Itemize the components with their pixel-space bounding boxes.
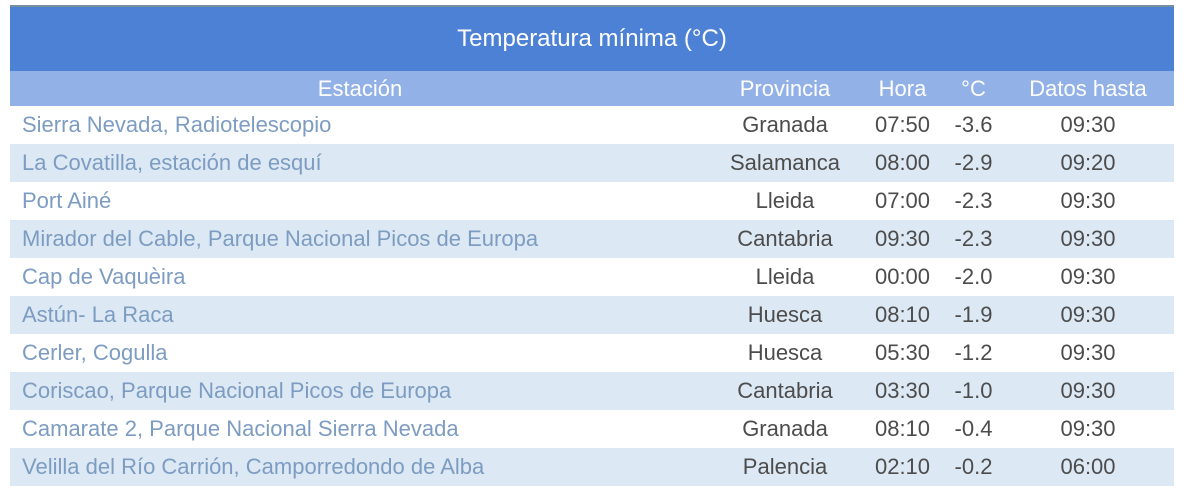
table-row: Port Ainé Lleida 07:00 -2.3 09:30	[10, 182, 1174, 220]
provincia-cell: Granada	[742, 112, 828, 137]
temp-cell: -1.9	[954, 302, 993, 327]
table-row: Velilla del Río Carrión, Camporredondo d…	[10, 448, 1174, 486]
provincia-cell: Huesca	[747, 340, 823, 365]
table-row: Sierra Nevada, Radiotelescopio Granada 0…	[10, 106, 1174, 144]
hora-cell: 09:30	[874, 226, 931, 251]
temp-cell: -0.4	[954, 416, 993, 441]
column-header-datos-hasta: Datos hasta	[1029, 75, 1147, 101]
hora-cell: 07:50	[874, 112, 931, 137]
station-link[interactable]: Mirador del Cable, Parque Nacional Picos…	[22, 226, 539, 251]
datos-hasta-cell: 09:30	[1060, 226, 1116, 251]
provincia-cell: Cantabria	[737, 226, 833, 251]
table-row: La Covatilla, estación de esquí Salamanc…	[10, 144, 1174, 182]
provincia-cell: Salamanca	[729, 150, 841, 175]
hora-cell: 08:00	[874, 150, 931, 175]
provincia-cell: Lleida	[755, 264, 815, 289]
datos-hasta-cell: 06:00	[1060, 454, 1116, 479]
column-header-estacion: Estación	[317, 75, 403, 101]
table-row: Coriscao, Parque Nacional Picos de Europ…	[10, 372, 1174, 410]
station-link[interactable]: Astún- La Raca	[22, 302, 174, 327]
table-title: Temperatura mínima (°C)	[10, 5, 1174, 71]
hora-cell: 03:30	[874, 378, 931, 403]
datos-hasta-cell: 09:30	[1060, 112, 1116, 137]
datos-hasta-cell: 09:30	[1060, 302, 1116, 327]
provincia-cell: Cantabria	[737, 378, 833, 403]
table-row: Cerler, Cogulla Huesca 05:30 -1.2 09:30	[10, 334, 1174, 372]
table-row: Astún- La Raca Huesca 08:10 -1.9 09:30	[10, 296, 1174, 334]
provincia-cell: Huesca	[747, 302, 823, 327]
station-link[interactable]: Camarate 2, Parque Nacional Sierra Nevad…	[22, 416, 459, 441]
hora-cell: 02:10	[874, 454, 931, 479]
provincia-cell: Granada	[742, 416, 828, 441]
hora-cell: 00:00	[874, 264, 931, 289]
table-row: Camarate 2, Parque Nacional Sierra Nevad…	[10, 410, 1174, 448]
temp-cell: -1.0	[954, 378, 993, 403]
hora-cell: 08:10	[874, 302, 931, 327]
table-row: Mirador del Cable, Parque Nacional Picos…	[10, 220, 1174, 258]
station-link[interactable]: Velilla del Río Carrión, Camporredondo d…	[22, 454, 485, 479]
temp-cell: -1.2	[954, 340, 993, 365]
temp-cell: -2.3	[954, 188, 993, 213]
station-link[interactable]: Cap de Vaquèira	[22, 264, 186, 289]
station-link[interactable]: Port Ainé	[22, 188, 112, 213]
station-link[interactable]: Cerler, Cogulla	[22, 340, 168, 365]
station-link[interactable]: La Covatilla, estación de esquí	[22, 150, 322, 175]
column-header-provincia: Provincia	[739, 75, 831, 101]
datos-hasta-cell: 09:30	[1060, 416, 1116, 441]
station-link[interactable]: Sierra Nevada, Radiotelescopio	[22, 112, 332, 137]
min-temperature-table: Temperatura mínima (°C) Estación Provinc…	[10, 5, 1174, 486]
table-row: Cap de Vaquèira Lleida 00:00 -2.0 09:30	[10, 258, 1174, 296]
datos-hasta-cell: 09:30	[1060, 264, 1116, 289]
hora-cell: 08:10	[874, 416, 931, 441]
temp-cell: -2.3	[954, 226, 993, 251]
temp-cell: -2.9	[954, 150, 993, 175]
temp-cell: -2.0	[954, 264, 993, 289]
datos-hasta-cell: 09:20	[1060, 150, 1116, 175]
temp-cell: -3.6	[954, 112, 993, 137]
hora-cell: 07:00	[874, 188, 931, 213]
column-header-hora: Hora	[878, 75, 927, 101]
datos-hasta-cell: 09:30	[1060, 378, 1116, 403]
hora-cell: 05:30	[874, 340, 931, 365]
temp-cell: -0.2	[954, 454, 993, 479]
column-header-temperatura: °C	[961, 75, 986, 101]
table-header-row: Estación Provincia Hora °C Datos hasta	[10, 71, 1174, 106]
datos-hasta-cell: 09:30	[1060, 188, 1116, 213]
datos-hasta-cell: 09:30	[1060, 340, 1116, 365]
provincia-cell: Palencia	[742, 454, 828, 479]
provincia-cell: Lleida	[755, 188, 815, 213]
station-link[interactable]: Coriscao, Parque Nacional Picos de Europ…	[22, 378, 452, 403]
